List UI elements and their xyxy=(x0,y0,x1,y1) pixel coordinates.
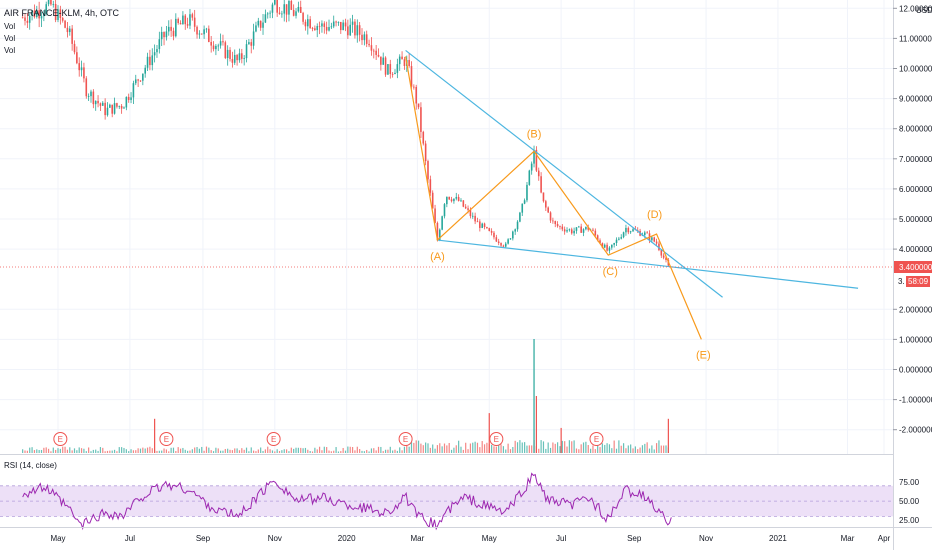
time-tick-label: Jul xyxy=(125,534,135,543)
time-tick-label: Sep xyxy=(627,534,642,543)
wave-path[interactable] xyxy=(405,56,702,340)
earnings-marker[interactable]: E xyxy=(159,432,174,446)
time-tick-label: Sep xyxy=(196,534,211,543)
earnings-marker[interactable]: E xyxy=(398,432,413,446)
countdown-prefix: 3. xyxy=(898,277,905,286)
earnings-marker-label: E xyxy=(164,435,169,444)
rsi-tick-label: 75.00 xyxy=(899,478,920,487)
price-tick-label: -1.000000 xyxy=(899,396,932,405)
wave-label: (D) xyxy=(647,209,662,221)
elliott-wave[interactable]: (A) (B) (C) (D) (E) xyxy=(405,56,711,361)
countdown-value: 58:09 xyxy=(908,277,929,286)
trendlines[interactable] xyxy=(405,49,859,298)
price-tick-label: 0.000000 xyxy=(899,366,932,375)
time-tick-label: 2020 xyxy=(338,534,356,543)
wave-label: (B) xyxy=(527,128,542,140)
wave-label: (A) xyxy=(430,251,445,263)
rsi-band-lines xyxy=(0,485,893,517)
time-tick-label: 2021 xyxy=(769,534,787,543)
price-tick-label: 2.000000 xyxy=(899,305,932,314)
earnings-marker-label: E xyxy=(494,435,499,444)
wave-label: (E) xyxy=(696,349,711,361)
last-price-bg xyxy=(894,261,932,273)
time-tick-label: Jul xyxy=(556,534,566,543)
countdown-bg xyxy=(906,276,930,287)
earnings-marker-label: E xyxy=(594,435,599,444)
time-tick-label: Apr xyxy=(878,534,891,543)
price-tick-label: 1.000000 xyxy=(899,335,932,344)
rsi-title: RSI (14, close) xyxy=(4,461,57,470)
last-price-tag: 3.400000 3. 58:09 xyxy=(894,261,932,287)
time-axis[interactable]: May Jul Sep Nov 2020 Mar May Jul Sep Nov 2021 Mar Ap… xyxy=(50,534,890,543)
rsi-tick-label: 25.00 xyxy=(899,516,920,525)
trendline-lower[interactable] xyxy=(437,239,859,289)
rsi-line xyxy=(22,472,672,531)
time-tick-label: Mar xyxy=(410,534,424,543)
earnings-marker-label: E xyxy=(271,435,276,444)
price-tick-label: 5.000000 xyxy=(899,215,932,224)
time-tick-label: Mar xyxy=(841,534,855,543)
earnings-marker[interactable]: E xyxy=(266,432,281,446)
volume-bars xyxy=(22,339,669,453)
grid-lines xyxy=(0,0,893,527)
last-price-value: 3.400000 xyxy=(899,263,932,272)
time-tick-label: May xyxy=(50,534,65,543)
rsi-axis: 75.00 50.00 25.00 xyxy=(899,478,920,525)
price-tick-label: 6.000000 xyxy=(899,185,932,194)
price-tick-label: 12.000000 xyxy=(899,4,932,13)
chart-title[interactable]: AIR FRANCE-KLM, 4h, OTC xyxy=(4,8,120,18)
trendline-upper[interactable] xyxy=(405,49,723,298)
indicator-vol-3[interactable]: Vol xyxy=(4,46,15,55)
price-tick-label: 8.000000 xyxy=(899,125,932,134)
time-tick-label: Nov xyxy=(699,534,713,543)
indicator-vol-2[interactable]: Vol xyxy=(4,34,15,43)
price-tick-label: 10.000000 xyxy=(899,65,932,74)
price-tick-label: 4.000000 xyxy=(899,245,932,254)
rsi-tick-label: 50.00 xyxy=(899,497,920,506)
time-tick-label: May xyxy=(482,534,497,543)
price-tick-label: 7.000000 xyxy=(899,155,932,164)
currency-label: USD xyxy=(916,6,932,15)
earnings-marker-label: E xyxy=(58,435,63,444)
price-tick-label: 11.000000 xyxy=(899,34,932,43)
price-tick-label: 9.000000 xyxy=(899,95,932,104)
wave-label: (C) xyxy=(603,266,618,278)
indicator-vol-1[interactable]: Vol xyxy=(4,22,15,31)
time-tick-label: Nov xyxy=(268,534,282,543)
earnings-marker[interactable]: E xyxy=(589,432,604,446)
price-axis[interactable]: 12.000000 11.000000 10.000000 9.000000 8.000… xyxy=(893,4,932,435)
earnings-marker-label: E xyxy=(403,435,408,444)
earnings-marker[interactable]: E xyxy=(489,432,504,446)
earnings-marker[interactable]: E xyxy=(53,432,68,446)
price-tick-label: -2.000000 xyxy=(899,426,932,435)
